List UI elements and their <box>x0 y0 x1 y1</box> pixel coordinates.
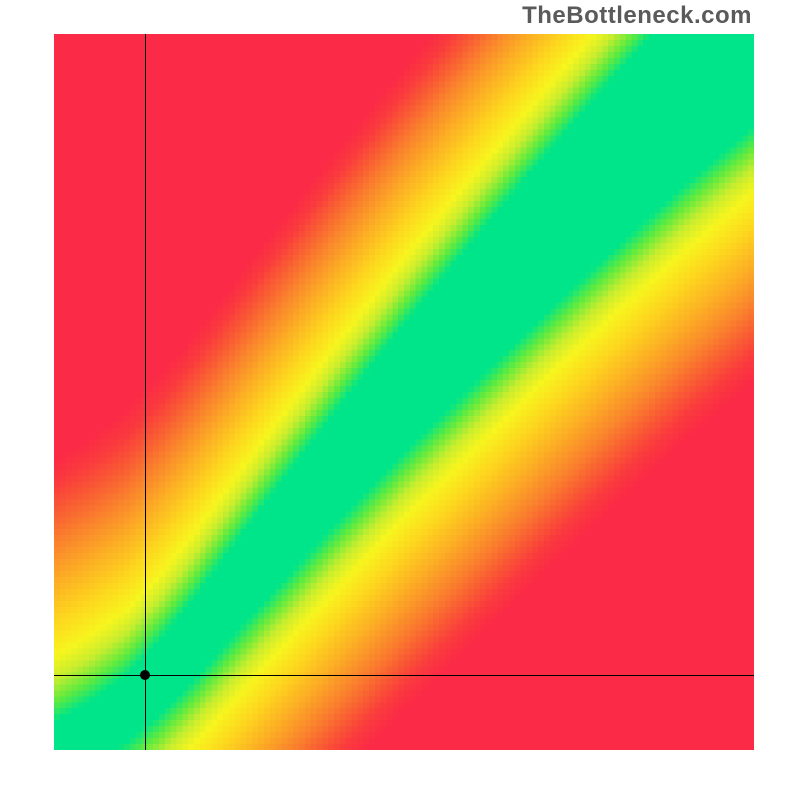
heatmap-canvas <box>54 34 754 750</box>
watermark-text: TheBottleneck.com <box>522 2 752 30</box>
plot-area <box>54 34 754 750</box>
chart-container: TheBottleneck.com <box>0 0 800 800</box>
crosshair-vertical-line <box>145 34 146 750</box>
crosshair-horizontal-line <box>54 675 754 676</box>
marker-dot <box>140 670 150 680</box>
